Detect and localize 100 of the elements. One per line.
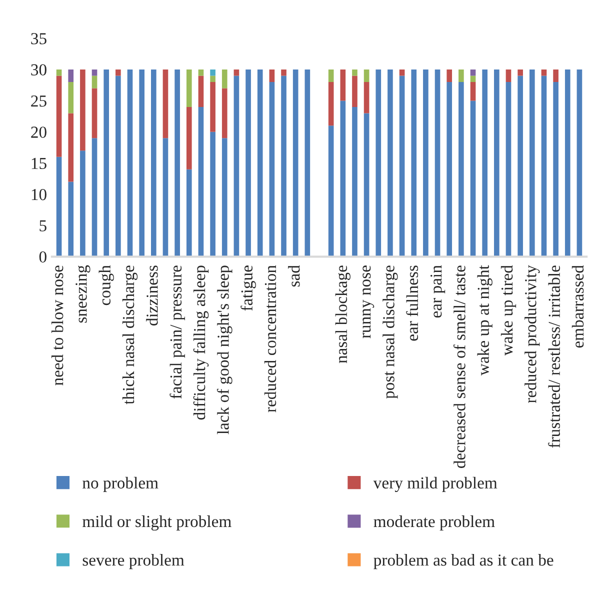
bar [340,70,346,101]
bar [222,88,228,138]
bar [92,138,98,257]
y-tick-label: 10 [32,188,46,200]
x-tick-label: facial pain/ pressure [170,266,185,399]
bar [210,82,216,132]
bar [352,70,358,76]
x-tick-label: embarrassed [572,265,584,348]
bar [92,70,98,76]
bar [564,70,570,257]
y-tick-label: 25 [31,95,46,107]
bar [399,76,405,257]
x-tick-label: ear pain [430,265,446,318]
y-tick-label: 30 [31,64,46,76]
bar [281,76,286,257]
bar [150,70,156,257]
bar [518,76,523,257]
bar [186,169,192,257]
bar [328,126,334,257]
bar [198,106,204,257]
x-tick-label: post nasal discharge [382,266,398,399]
bar [281,70,286,76]
bar [56,76,62,157]
x-tick-label: nasal blockage [335,266,350,364]
bar [506,82,512,257]
bar [210,70,216,76]
x-tick-label: wake up tired [500,265,516,356]
legend-label: mild or slight problem [82,515,232,531]
bar [210,132,216,257]
legend-label: no problem [82,476,158,492]
x-tick-label: thick nasal discharge [122,266,138,404]
bar [210,76,216,82]
x-tick-label: cough [98,265,114,306]
bar [434,70,440,257]
x-tick-label: sad [288,265,300,287]
y-tick-label: 35 [31,33,46,44]
bar [186,106,192,170]
bar [198,70,204,76]
bar [576,70,582,257]
bar [541,76,547,257]
bar [518,70,523,76]
y-tick-label: 20 [31,126,46,138]
bar [222,138,228,257]
bar [104,70,110,257]
bar [388,70,393,257]
bar [234,70,240,76]
bar [162,70,168,138]
x-tick-label: difficulty falling asleep [193,266,209,420]
bar [423,70,428,257]
x-tick-label: dizziness [146,266,158,326]
bar [80,150,86,257]
bar [328,70,334,82]
bar [257,70,263,257]
x-tick-label: need to blow nose [51,266,64,386]
bar [56,156,62,257]
bar [116,76,121,257]
x-tick-label: reduced concentration [264,265,276,412]
bar [364,70,370,82]
bar [446,70,452,82]
bar [292,70,298,257]
bar [80,70,86,151]
x-tick-label: decreased sense of smell/ taste [453,266,466,468]
x-tick-label: ear fullness [406,266,418,341]
bar [494,70,500,257]
bar [68,70,74,82]
x-tick-label: runny nose [362,266,374,338]
bar [529,70,535,257]
y-tick-label: 0 [39,251,46,263]
bar [186,70,192,107]
bar [340,100,346,257]
bar [458,70,464,82]
x-tick-label: wake up at night [477,265,492,376]
bar [470,100,476,257]
bar [482,70,488,257]
x-tick-label: fatigue [240,266,256,311]
bar [68,82,74,114]
bar [411,70,417,257]
bar [328,82,334,126]
bar [553,70,558,82]
bar [376,70,382,257]
bar [127,70,133,257]
bar [446,82,452,257]
bar [234,76,240,257]
y-tick-label: 5 [40,220,46,232]
bar [139,70,144,257]
bar [470,76,476,82]
x-tick-label: reduced productivity [524,265,540,404]
bar [352,106,358,257]
legend-label: problem as bad as it can be [374,554,554,570]
bar [198,76,204,107]
bar [364,113,370,257]
bar [470,82,476,101]
bar [68,113,74,182]
bar [92,76,98,88]
x-tick-label: sneezing [76,265,90,323]
x-tick-label: lack of good night's sleep [216,266,232,434]
y-tick-label: 15 [32,158,46,170]
x-tick-label: frustrated/ restless/ irritable [548,266,560,448]
bar [506,70,512,82]
bar [352,76,358,107]
